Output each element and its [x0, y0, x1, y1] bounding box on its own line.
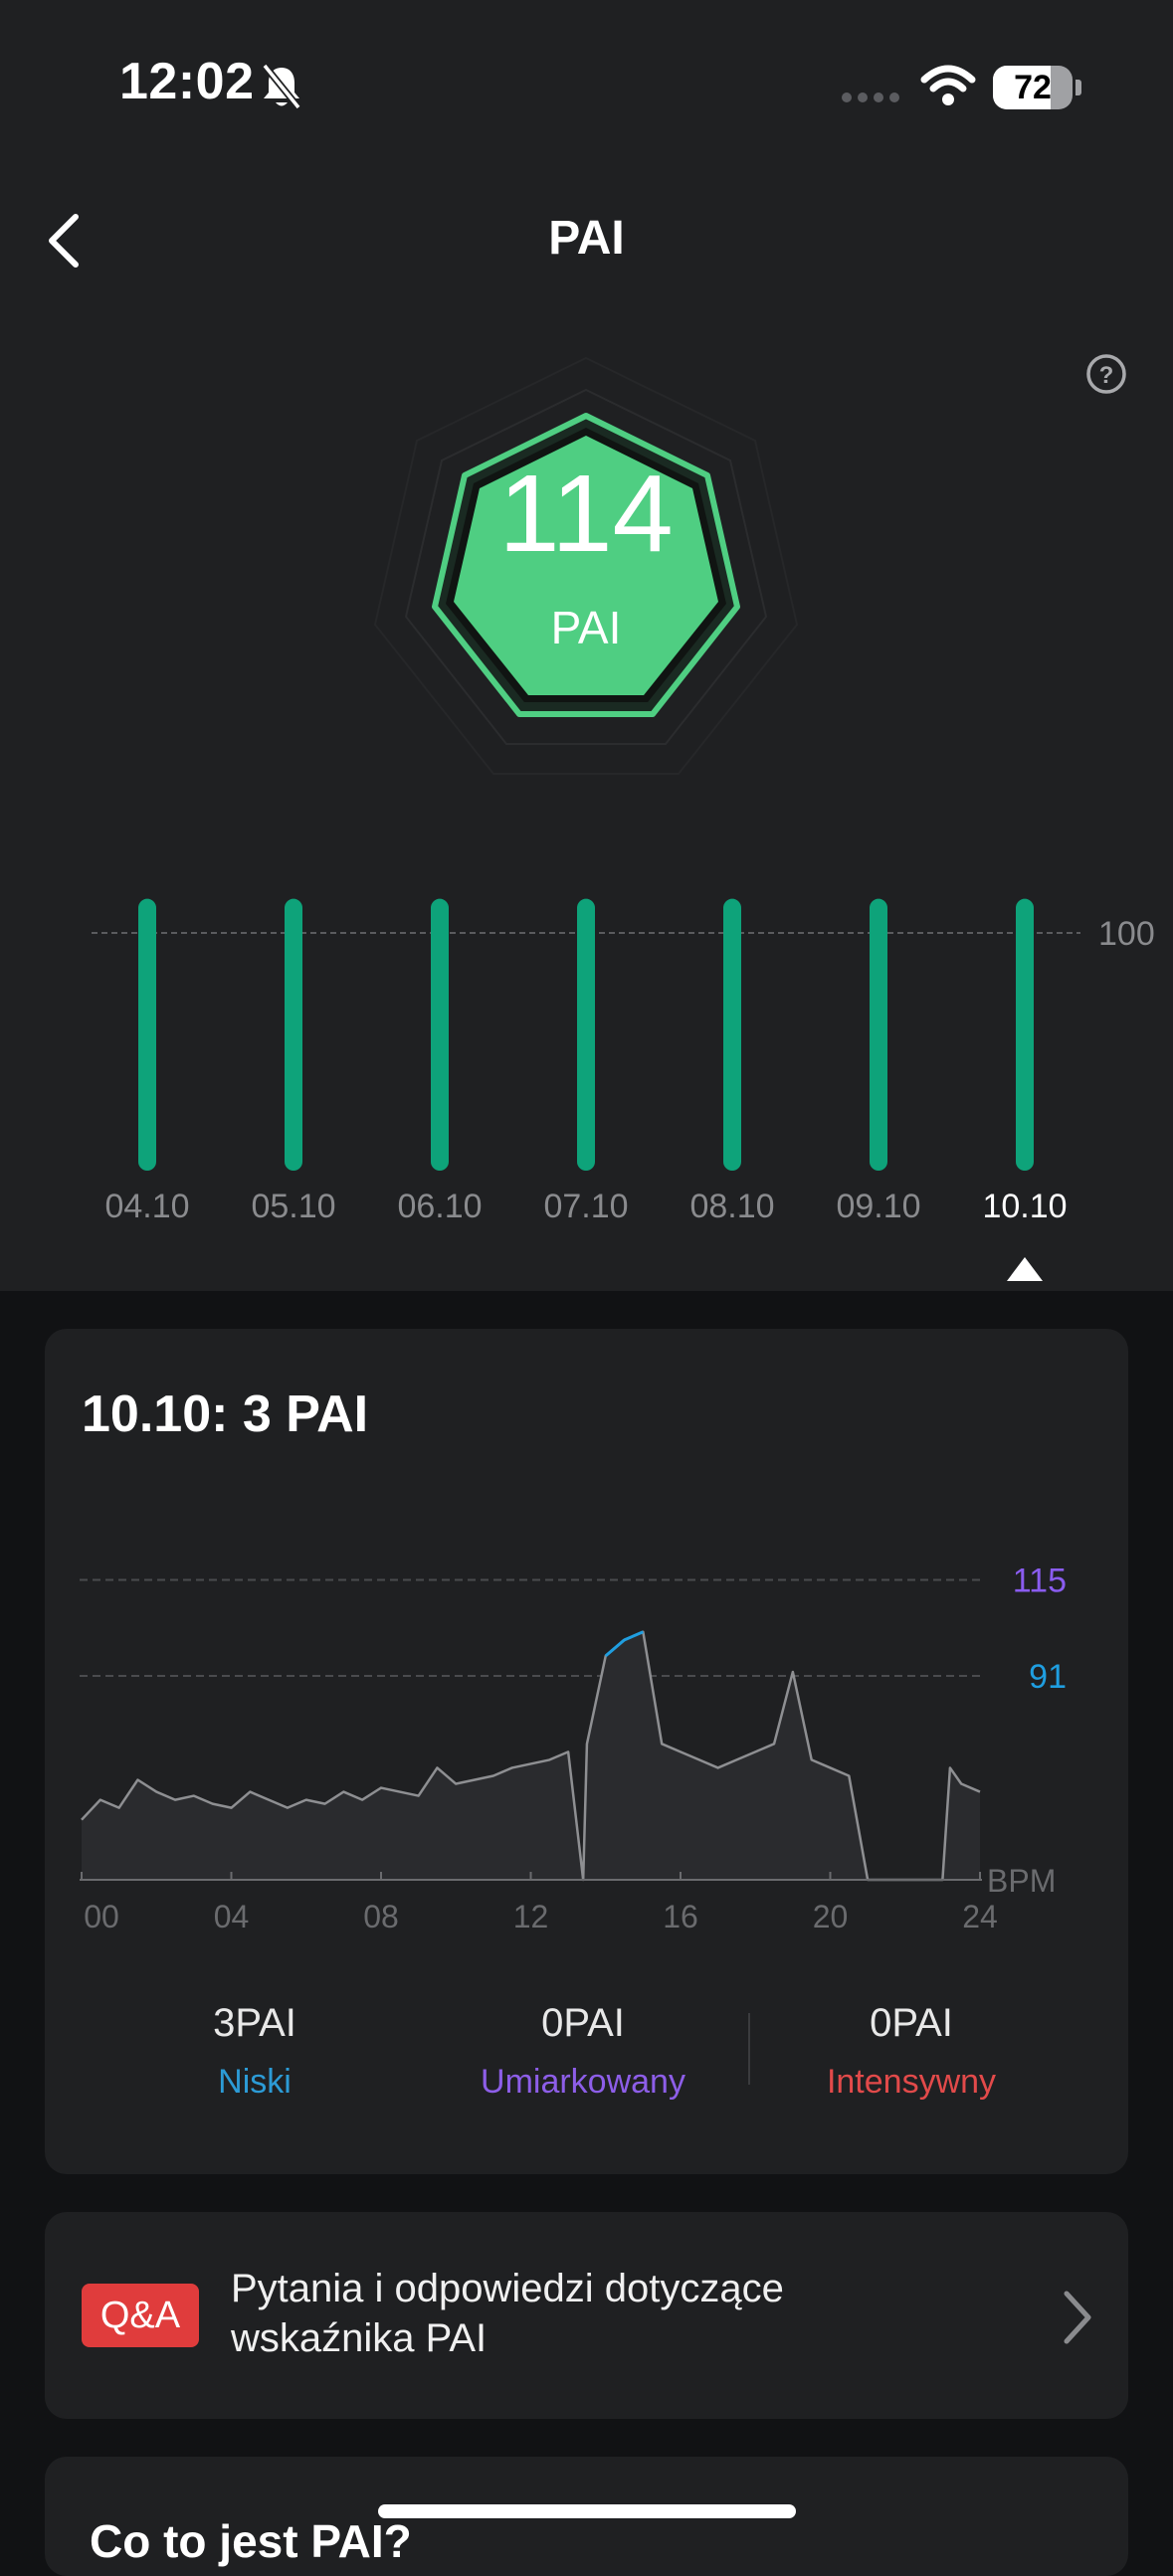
heart-rate-chart: 15311591BPM00040812162024: [80, 1563, 1067, 1934]
svg-text:?: ?: [1099, 362, 1114, 389]
threshold-label: 115: [1013, 1563, 1067, 1600]
battery-tip: [1075, 80, 1081, 95]
mute-bell-icon: [262, 63, 301, 110]
battery-icon: 72: [993, 66, 1073, 109]
x-tick-label: 08: [363, 1899, 399, 1934]
selected-day-pointer: [1007, 1257, 1043, 1281]
x-tick-label: 24: [962, 1899, 998, 1934]
hr-low-zone-segment: [604, 1638, 626, 1658]
level-moderate-label: Umiarkowany: [481, 2063, 685, 2101]
qa-text[interactable]: Pytania i odpowiedzi dotyczące wskaźnika…: [231, 2267, 784, 2360]
level-intense-label: Intensywny: [826, 2063, 997, 2101]
level-moderate-value: 0PAI: [541, 2001, 625, 2045]
x-tick-label: 12: [513, 1899, 549, 1934]
level-divider: [748, 2013, 750, 2085]
level-low-value: 3PAI: [213, 2001, 296, 2045]
level-low-label: Niski: [218, 2063, 292, 2101]
help-icon[interactable]: ?: [1084, 352, 1128, 396]
cellular-signal-icon: [842, 92, 899, 102]
status-time: 12:02: [119, 53, 255, 110]
chevron-right-icon[interactable]: [1057, 2288, 1096, 2347]
day-label[interactable]: 06.10: [397, 1188, 482, 1225]
what-is-pai-title: Co to jest PAI?: [90, 2515, 412, 2567]
battery-level: 72: [1014, 69, 1052, 106]
home-indicator: [378, 2504, 796, 2518]
day-label[interactable]: 05.10: [251, 1188, 335, 1225]
day-summary-title: 10.10: 3 PAI: [82, 1385, 369, 1443]
threshold-label: 91: [1029, 1658, 1067, 1696]
qa-badge: Q&A: [82, 2284, 199, 2347]
pai-score-badge: [373, 356, 799, 775]
reference-label: 100: [1098, 915, 1155, 953]
level-intense-value: 0PAI: [870, 2001, 953, 2045]
hr-low-zone-segment: [623, 1630, 644, 1642]
x-tick-label: 04: [214, 1899, 250, 1934]
x-tick-label: 20: [813, 1899, 849, 1934]
x-tick-label: 16: [663, 1899, 698, 1934]
x-tick-label: 00: [84, 1899, 119, 1934]
pai-score-value: 114: [498, 453, 674, 575]
hr-line: [81, 1630, 981, 1882]
back-arrow-icon[interactable]: [40, 211, 90, 271]
wifi-icon: [920, 65, 976, 105]
qa-card[interactable]: [45, 2212, 1128, 2419]
day-label[interactable]: 08.10: [689, 1188, 774, 1225]
hr-area: [82, 1631, 980, 1880]
day-label[interactable]: 09.10: [836, 1188, 920, 1225]
day-label[interactable]: 04.10: [104, 1188, 189, 1225]
weekly-pai-chart: 100 04.10 05.10 06.10 07.10 08.10 09.10 10.10: [92, 898, 1155, 1281]
pai-score-unit: PAI: [550, 602, 622, 653]
day-label[interactable]: 10.10: [982, 1188, 1067, 1225]
day-label[interactable]: 07.10: [543, 1188, 628, 1225]
page-title: PAI: [548, 212, 625, 265]
y-axis-unit: BPM: [987, 1863, 1056, 1899]
